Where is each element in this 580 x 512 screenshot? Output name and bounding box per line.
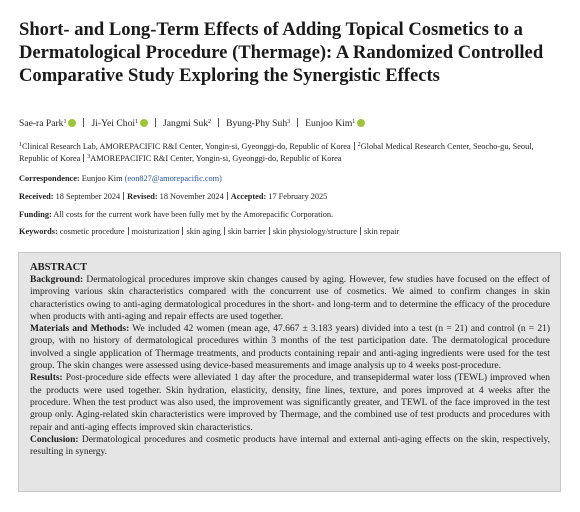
separator xyxy=(297,118,299,127)
section-text: Dermatological procedures improve skin c… xyxy=(30,275,550,322)
abstract-section: Materials and Methods: We included 42 wo… xyxy=(30,323,550,372)
separator xyxy=(268,227,270,235)
correspondence-email[interactable]: (eon827@amorepacific.com) xyxy=(124,174,222,183)
separator xyxy=(182,227,184,235)
date-value: 18 November 2024 xyxy=(159,192,224,201)
section-label: Materials and Methods: xyxy=(30,324,130,335)
separator xyxy=(218,118,220,127)
abstract-box: ABSTRACT Background: Dermatological proc… xyxy=(18,252,561,492)
abstract-section: Background: Dermatological procedures im… xyxy=(30,274,550,323)
date-label: Accepted: xyxy=(230,192,267,201)
affiliation-text: AMOREPACIFIC R&I Center, Yongin-si, Gyeo… xyxy=(90,153,342,163)
author-name: Sae-ra Park xyxy=(19,118,64,129)
separator xyxy=(353,142,355,150)
correspondence-label: Correspondence: xyxy=(19,174,80,183)
author: Byung-Phy Suh3 xyxy=(226,118,290,130)
author: Ji-Yei Choi1 xyxy=(91,118,149,130)
affiliation-mark: 2 xyxy=(357,142,361,148)
separator xyxy=(155,118,157,127)
section-text: We included 42 women (mean age, 47.667 ±… xyxy=(30,324,550,372)
separator xyxy=(359,227,361,235)
affiliation-text: Global Medical Research Center, Seocho-g… xyxy=(19,142,534,163)
keyword: skin repair xyxy=(363,227,400,236)
author: Jangmi Suk2 xyxy=(163,118,211,130)
separator xyxy=(83,118,85,127)
correspondence: Correspondence: Eunjoo Kim (eon827@amore… xyxy=(19,173,559,185)
author-affiliation-mark: 2 xyxy=(208,119,212,125)
section-label: Background: xyxy=(30,275,84,285)
author: Eunjoo Kim1 xyxy=(305,118,366,130)
article-title: Short- and Long-Term Effects of Adding T… xyxy=(19,19,544,86)
keyword: skin barrier xyxy=(227,227,266,236)
abstract-section: Results: Post-procedure side effects wer… xyxy=(30,372,550,433)
separator xyxy=(83,153,85,162)
keyword: skin aging xyxy=(186,227,221,236)
date-label: Revised: xyxy=(127,192,158,201)
keyword: moisturization xyxy=(131,227,180,236)
date-value: 18 September 2024 xyxy=(55,192,121,201)
separator xyxy=(223,227,225,235)
separator xyxy=(226,192,228,200)
abstract-heading: ABSTRACT xyxy=(30,262,88,273)
section-text: Post-procedure side effects were allevia… xyxy=(30,373,550,433)
section-label: Results: xyxy=(30,373,63,384)
keywords-label: Keywords: xyxy=(19,227,58,236)
orcid-icon xyxy=(68,119,77,127)
correspondence-name: Eunjoo Kim xyxy=(81,174,123,183)
orcid-icon xyxy=(140,119,149,127)
author-name: Byung-Phy Suh xyxy=(226,118,288,129)
abstract-section: Conclusion: Dermatological procedures an… xyxy=(30,434,550,459)
author-affiliation-mark: 1 xyxy=(135,119,139,125)
date-value: 17 February 2025 xyxy=(268,192,328,201)
author-name: Jangmi Suk xyxy=(163,118,209,129)
affiliation-list: 1Clinical Research Lab, AMOREPACIFIC R&I… xyxy=(19,141,559,164)
author-affiliation-mark: 1 xyxy=(352,119,356,125)
funding: Funding: All costs for the current work … xyxy=(19,209,559,221)
keyword-list: Keywords: cosmetic procedure moisturizati… xyxy=(19,226,559,238)
keyword: cosmetic procedure xyxy=(59,227,125,236)
date-label: Received: xyxy=(19,192,54,201)
author-name: Eunjoo Kim xyxy=(305,118,353,129)
author-affiliation-mark: 1 xyxy=(63,119,67,125)
separator xyxy=(123,192,125,200)
affiliation-text: Clinical Research Lab, AMOREPACIFIC R&I … xyxy=(22,142,351,151)
author-list: Sae-ra Park1 Ji-Yei Choi1 Jangmi Suk2 Byung… xyxy=(19,118,559,130)
orcid-icon xyxy=(357,119,366,127)
author-name: Ji-Yei Choi xyxy=(91,118,136,129)
separator xyxy=(127,227,129,235)
affiliation-mark: 1 xyxy=(19,142,22,148)
author: Sae-ra Park1 xyxy=(19,118,77,130)
affiliation-mark: 3 xyxy=(87,153,91,160)
section-label: Conclusion: xyxy=(30,434,79,445)
author-affiliation-mark: 3 xyxy=(287,119,291,125)
keyword: skin physiology/structure xyxy=(272,227,357,236)
funding-label: Funding: xyxy=(19,210,52,219)
funding-text: All costs for the current work have been… xyxy=(53,210,334,219)
date-list: Received: 18 September 2024 Revised: 18 N… xyxy=(19,191,559,203)
section-text: Dermatological procedures and cosmetic p… xyxy=(30,434,551,458)
